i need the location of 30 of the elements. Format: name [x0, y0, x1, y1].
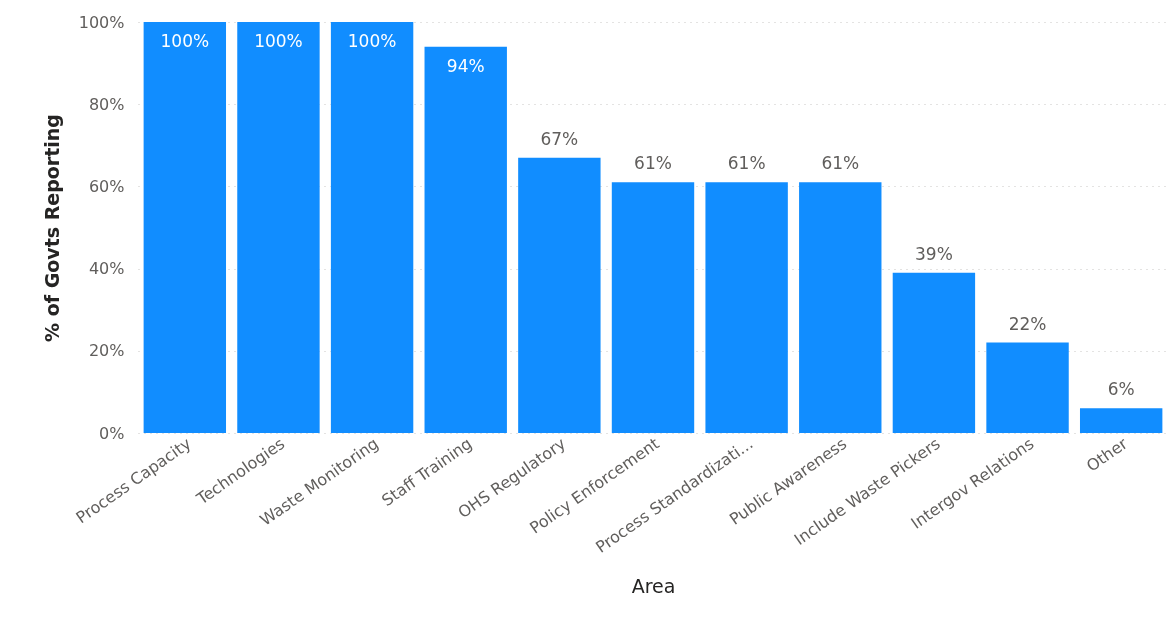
data-label: 6% — [1107, 379, 1135, 400]
bar — [1079, 408, 1163, 433]
data-label: 94% — [446, 55, 485, 76]
data-label: 100% — [347, 31, 397, 51]
data-label: 22% — [1008, 313, 1047, 334]
y-tick-label: 0% — [99, 423, 125, 443]
bar — [143, 22, 227, 433]
y-tick-label: 100% — [78, 12, 125, 32]
data-label: 61% — [821, 153, 860, 174]
y-tick-label: 80% — [88, 94, 125, 114]
data-label: 100% — [160, 31, 210, 51]
data-label: 61% — [727, 153, 766, 174]
y-tick-label: 40% — [88, 259, 125, 279]
bar — [424, 46, 507, 433]
bar — [986, 342, 1069, 433]
y-tick-label: 60% — [88, 176, 125, 196]
bar — [892, 272, 976, 433]
bar — [330, 22, 414, 433]
x-axis-title: Area — [631, 574, 676, 597]
bar — [705, 182, 788, 433]
bar — [518, 157, 601, 433]
y-tick-label: 20% — [88, 341, 125, 361]
data-label: 100% — [254, 31, 303, 51]
y-axis-title: % of Govts Reporting — [40, 114, 63, 342]
data-label: 39% — [915, 243, 953, 264]
bar — [237, 22, 320, 433]
bar — [799, 182, 882, 433]
bar — [611, 182, 695, 433]
data-label: 61% — [634, 153, 672, 174]
data-label: 67% — [540, 128, 579, 149]
